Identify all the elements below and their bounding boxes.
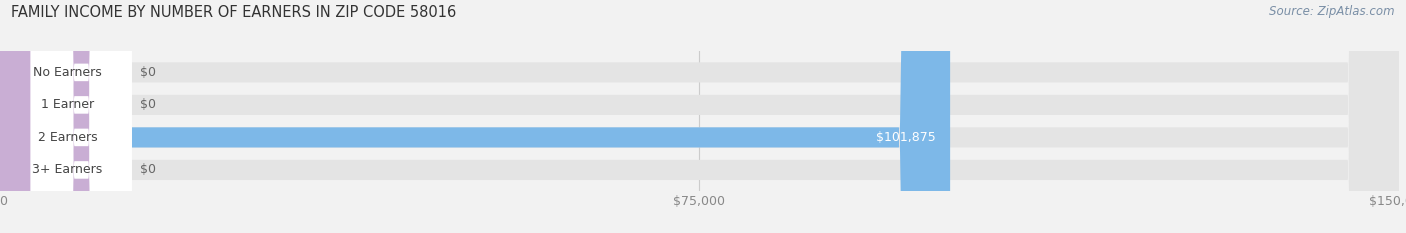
Text: Source: ZipAtlas.com: Source: ZipAtlas.com xyxy=(1270,5,1395,18)
FancyBboxPatch shape xyxy=(31,0,132,233)
FancyBboxPatch shape xyxy=(31,0,132,233)
FancyBboxPatch shape xyxy=(0,0,117,233)
FancyBboxPatch shape xyxy=(0,0,117,233)
Text: $0: $0 xyxy=(141,66,156,79)
FancyBboxPatch shape xyxy=(0,0,117,233)
Text: 2 Earners: 2 Earners xyxy=(38,131,97,144)
FancyBboxPatch shape xyxy=(0,0,950,233)
Text: $101,875: $101,875 xyxy=(876,131,936,144)
Text: 1 Earner: 1 Earner xyxy=(41,98,94,111)
Text: $0: $0 xyxy=(141,163,156,176)
Text: No Earners: No Earners xyxy=(34,66,103,79)
Text: 3+ Earners: 3+ Earners xyxy=(32,163,103,176)
FancyBboxPatch shape xyxy=(31,0,132,233)
FancyBboxPatch shape xyxy=(0,0,117,233)
Text: FAMILY INCOME BY NUMBER OF EARNERS IN ZIP CODE 58016: FAMILY INCOME BY NUMBER OF EARNERS IN ZI… xyxy=(11,5,457,20)
FancyBboxPatch shape xyxy=(31,0,132,233)
Text: $0: $0 xyxy=(141,98,156,111)
